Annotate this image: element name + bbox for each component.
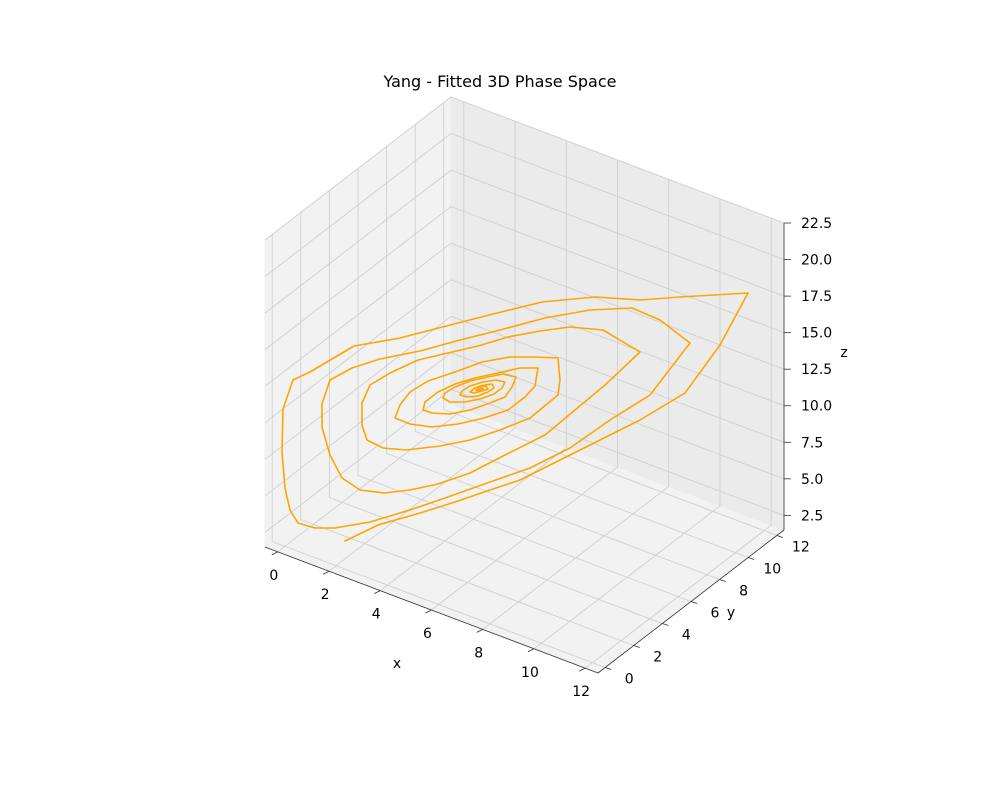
y-tick <box>719 579 726 582</box>
grid-line-y <box>443 102 777 536</box>
y-tick-label: 10 <box>763 562 781 578</box>
x-tick-label: 4 <box>372 607 381 623</box>
z-tick-label: 20.0 <box>801 253 832 269</box>
grid-line-y <box>328 190 663 624</box>
grid-line-y <box>357 168 692 602</box>
y-tick-label: 6 <box>711 606 720 622</box>
tick-marks: 0 2 4 6 8 10 12 0 2 4 6 8 10 12 2.5 5.0 7.5 10.0 12.5 15.0 1… <box>269 216 832 700</box>
z-tick-label: 7.5 <box>801 435 823 451</box>
x-tick-label: 2 <box>321 587 330 603</box>
grid-line-x <box>482 179 670 630</box>
y-tick <box>633 645 640 648</box>
grid-line-x <box>277 101 465 553</box>
grid-line-y <box>414 124 749 558</box>
grid-line-x <box>584 218 772 669</box>
grid-line-x <box>380 140 567 591</box>
series-line-0 <box>281 292 749 542</box>
x-axis-label: x <box>393 656 401 672</box>
grid-line-z <box>264 242 785 387</box>
z-tick-label: 2.5 <box>801 508 823 524</box>
x-tick <box>425 609 432 614</box>
grid-line-x <box>533 198 721 650</box>
x-tick-label: 10 <box>521 665 539 681</box>
grid-line-z <box>264 132 785 277</box>
x-tick-label: 8 <box>474 645 483 661</box>
grid-line-z <box>264 206 785 350</box>
x-tick <box>271 551 278 556</box>
x-tick <box>322 570 330 575</box>
z-tick-label: 15.0 <box>801 326 832 342</box>
y-tick-label: 2 <box>653 650 662 666</box>
grid-line-y <box>300 212 634 646</box>
y-tick-label: 8 <box>739 584 748 600</box>
x-tick <box>476 629 483 633</box>
x-tick-label: 12 <box>572 684 590 700</box>
y-tick <box>748 557 755 560</box>
z-axis-label: z <box>840 345 847 361</box>
x-tick <box>579 667 586 672</box>
y-tick-label: 12 <box>792 540 810 556</box>
x-tick <box>374 590 381 594</box>
y-tick <box>690 601 698 604</box>
y-tick-label: 4 <box>682 628 691 644</box>
y-tick-label: 0 <box>625 672 634 688</box>
x-tick-label: 6 <box>423 626 432 642</box>
y-tick <box>776 535 783 538</box>
z-tick-label: 10.0 <box>801 399 832 415</box>
grid-line-y <box>386 146 720 580</box>
z-tick-label: 22.5 <box>801 216 832 232</box>
series-layer <box>281 292 749 542</box>
z-tick-label: 17.5 <box>801 289 832 305</box>
y-axis-label: y <box>727 605 735 621</box>
axis-panes <box>263 95 786 674</box>
y-tick <box>662 623 669 626</box>
grid-line-x <box>328 121 516 572</box>
z-tick-label: 12.5 <box>801 362 832 378</box>
grid-line-z <box>264 96 785 241</box>
y-tick <box>605 667 612 670</box>
x-tick-label: 0 <box>269 568 278 584</box>
grid-line-y <box>271 234 606 668</box>
grid-line-x <box>431 160 618 611</box>
z-tick-label: 5.0 <box>801 472 823 488</box>
chart-title: Yang - Fitted 3D Phase Space <box>383 72 617 91</box>
x-tick <box>527 648 535 653</box>
grid-line-z <box>264 279 785 424</box>
grid-line-z <box>264 169 785 314</box>
